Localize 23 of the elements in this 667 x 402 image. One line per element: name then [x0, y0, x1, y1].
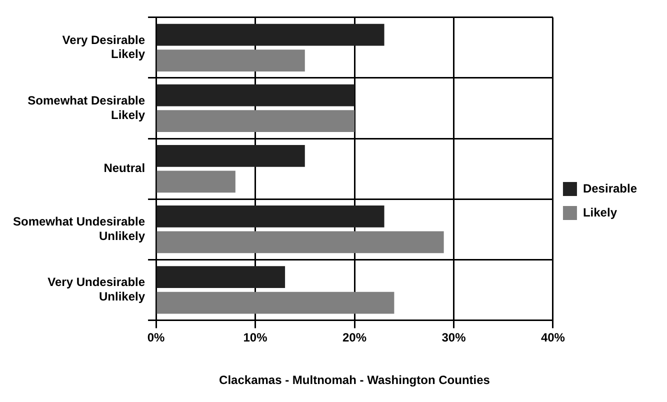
x-tick-label: 0% [147, 330, 166, 345]
bar [156, 50, 305, 72]
y-tick-label: Very Desirable Likely [62, 32, 146, 62]
bar [156, 170, 236, 193]
bar [156, 231, 444, 254]
x-axis-title: Clackamas - Multnomah - Washington Counties [219, 373, 490, 388]
x-tick-label: 40% [540, 330, 566, 345]
legend-label: Likely [582, 205, 618, 220]
bar [156, 110, 355, 132]
x-tick-label: 30% [442, 330, 466, 345]
y-tick-label: Somewhat Undesirable Unlikely [12, 214, 146, 243]
x-tick-label: 10% [243, 330, 268, 345]
y-tick-label: Very Undesirable Unlikely [48, 275, 146, 304]
x-tick-label: 20% [342, 330, 367, 345]
bar [156, 266, 286, 288]
bar [156, 206, 384, 228]
y-tick-label: Somewhat Desirable Likely [28, 93, 146, 122]
bar [156, 144, 305, 167]
bar [156, 24, 384, 46]
bar [156, 84, 355, 106]
bar [156, 292, 394, 314]
y-tick-label: Neutral [104, 161, 146, 176]
legend-label: Desirable [582, 181, 638, 196]
